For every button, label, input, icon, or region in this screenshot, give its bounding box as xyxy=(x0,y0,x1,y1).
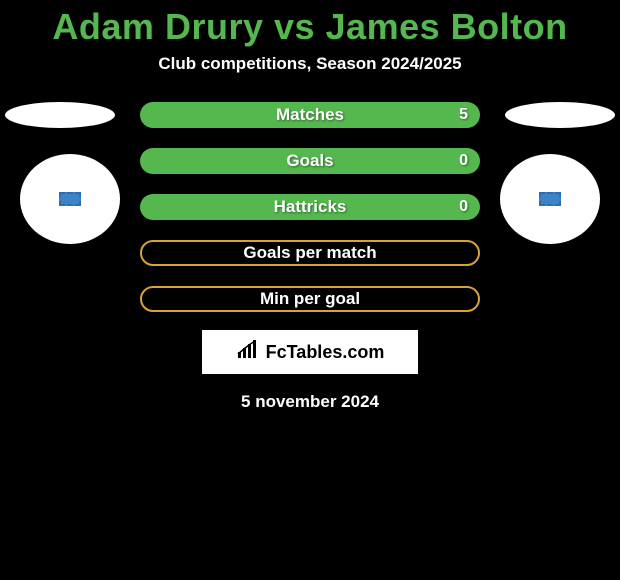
stat-rows: Matches 5 Goals 0 Hattricks 0 Goals per match M… xyxy=(140,102,480,312)
stat-row: Hattricks 0 xyxy=(140,194,480,220)
stat-row: Goals per match xyxy=(140,240,480,266)
date-text: 5 november 2024 xyxy=(0,392,620,412)
stat-row: Matches 5 xyxy=(140,102,480,128)
shield-icon xyxy=(539,192,561,206)
page-title: Adam Drury vs James Bolton xyxy=(0,0,620,48)
stat-value-right: 5 xyxy=(459,106,468,124)
stat-label: Matches xyxy=(276,105,344,125)
club-badge-left xyxy=(20,154,120,244)
stat-label: Goals xyxy=(286,151,333,171)
player-right-oval xyxy=(505,102,615,128)
shield-icon xyxy=(59,192,81,206)
brand-text: FcTables.com xyxy=(266,342,385,363)
stat-label: Goals per match xyxy=(243,243,376,263)
stat-value-right: 0 xyxy=(459,198,468,216)
stat-row: Goals 0 xyxy=(140,148,480,174)
player-left-oval xyxy=(5,102,115,128)
comparison-stage: Matches 5 Goals 0 Hattricks 0 Goals per match M… xyxy=(0,102,620,412)
club-badge-right xyxy=(500,154,600,244)
brand-box: FcTables.com xyxy=(202,330,418,374)
chart-icon xyxy=(236,340,262,365)
stat-value-right: 0 xyxy=(459,152,468,170)
stat-label: Hattricks xyxy=(274,197,347,217)
stat-row: Min per goal xyxy=(140,286,480,312)
stat-label: Min per goal xyxy=(260,289,360,309)
page-subtitle: Club competitions, Season 2024/2025 xyxy=(0,54,620,74)
